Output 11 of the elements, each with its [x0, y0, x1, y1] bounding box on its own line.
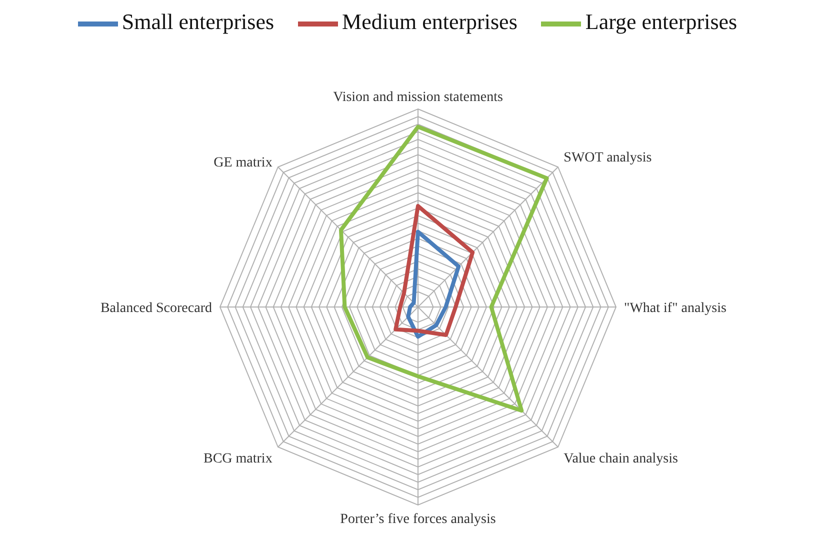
- spoke-label: SWOT analysis: [564, 150, 652, 166]
- spoke-label: GE matrix: [214, 155, 272, 170]
- spoke-label: Porter’s five forces analysis: [340, 512, 496, 527]
- legend-label: Large enterprises: [585, 9, 738, 34]
- spoke-label: BCG matrix: [203, 452, 272, 467]
- spoke-label: Balanced Scorecard: [100, 300, 212, 316]
- spoke-label: Value chain analysis: [564, 452, 678, 467]
- legend-label: Small enterprises: [122, 9, 274, 34]
- legend-label: Medium enterprises: [342, 9, 518, 34]
- spoke-label: "What if" analysis: [624, 300, 726, 316]
- spoke-label: Vision and mission statements: [333, 90, 503, 105]
